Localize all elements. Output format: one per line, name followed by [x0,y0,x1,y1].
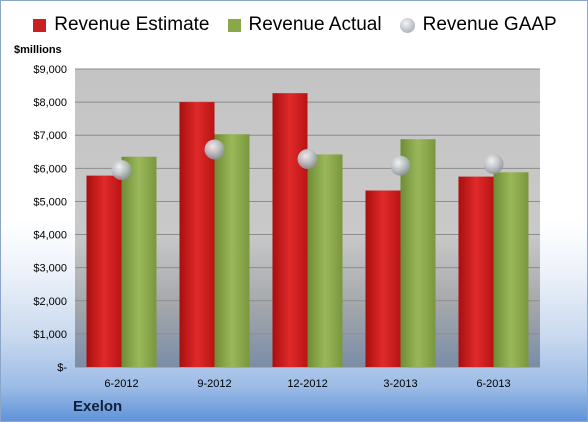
legend-swatch-estimate [33,18,47,32]
y-tick-label: $3,000 [33,263,67,275]
y-tick-label: $8,000 [33,97,67,109]
y-tick-label: $4,000 [33,230,67,242]
legend-item-gaap: Revenue GAAP [399,14,557,36]
bar-revenue-estimate [86,175,122,367]
y-tick-label: $9,000 [33,64,67,76]
x-tick-label: 3-2013 [383,378,417,390]
legend-label-actual: Revenue Actual [248,14,382,35]
y-tick-label: $- [57,362,67,374]
legend-item-actual: Revenue Actual [227,14,382,36]
bar-revenue-actual [214,134,250,367]
x-tick-label: 6-2012 [104,378,138,390]
bar-revenue-estimate [272,93,308,367]
marker-revenue-gaap [204,139,225,160]
legend-label-estimate: Revenue Estimate [54,14,210,35]
y-tick-label: $5,000 [33,196,67,208]
bar-revenue-actual [493,172,529,367]
marker-revenue-gaap [483,154,504,175]
y-axis-units-label: $millions [14,44,62,56]
y-tick-label: $7,000 [33,130,67,142]
marker-revenue-gaap [390,155,411,176]
bar-revenue-estimate [365,190,401,367]
legend-item-estimate: Revenue Estimate [33,14,210,36]
marker-revenue-gaap [297,149,318,170]
y-tick-label: $2,000 [33,296,67,308]
x-tick-label: 9-2012 [197,378,231,390]
y-tick-label: $6,000 [33,163,67,175]
company-label: Exelon [73,398,123,415]
marker-revenue-gaap [111,159,132,180]
legend: Revenue Estimate Revenue Actual Revenue … [1,14,588,36]
x-tick-label: 12-2012 [287,378,327,390]
legend-swatch-gaap [399,17,415,33]
y-tick-label: $1,000 [33,329,67,341]
legend-swatch-actual [227,18,241,32]
bar-revenue-actual [307,154,343,367]
bar-revenue-estimate [458,176,494,367]
bar-revenue-actual [400,139,436,367]
legend-label-gaap: Revenue GAAP [422,14,557,35]
bar-revenue-actual [121,156,157,367]
x-tick-label: 6-2013 [476,378,510,390]
